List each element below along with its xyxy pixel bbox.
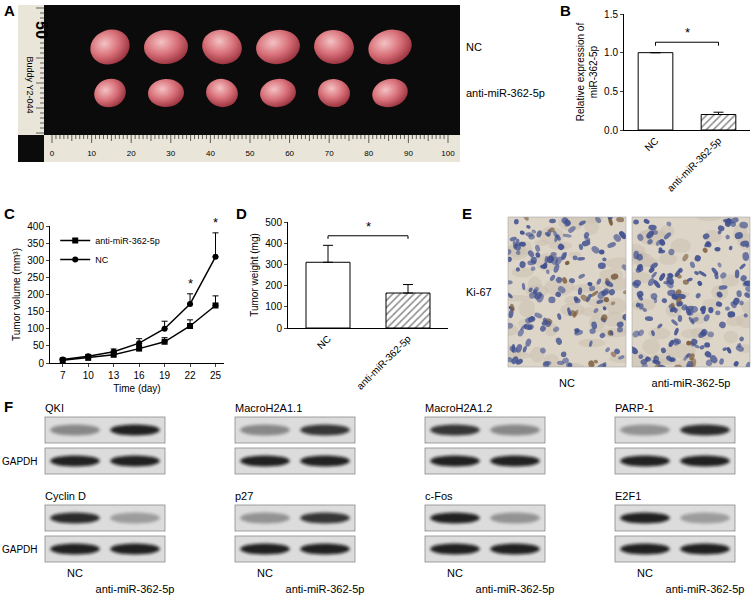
svg-text:anti-miR-362-5p: anti-miR-362-5p	[476, 583, 555, 595]
svg-text:c-Fos: c-Fos	[425, 490, 453, 502]
svg-text:0.5: 0.5	[604, 86, 618, 97]
html-text:A: A	[4, 2, 15, 19]
svg-text:100: 100	[441, 149, 455, 158]
svg-text:30: 30	[166, 149, 175, 158]
svg-text:7: 7	[60, 370, 66, 381]
svg-text:10: 10	[87, 149, 96, 158]
svg-text:40: 40	[206, 149, 215, 158]
svg-text:NC: NC	[95, 255, 108, 265]
svg-text:22: 22	[184, 370, 196, 381]
svg-text:PARP-1: PARP-1	[615, 402, 654, 414]
svg-text:*: *	[213, 215, 218, 230]
html-text:F: F	[4, 398, 14, 415]
svg-text:Time (day): Time (day)	[113, 383, 160, 394]
svg-text:0: 0	[50, 149, 55, 158]
svg-text:400: 400	[265, 238, 282, 249]
svg-text:150: 150	[27, 306, 44, 317]
svg-text:50: 50	[33, 340, 45, 351]
svg-text:0: 0	[276, 323, 282, 334]
svg-text:400: 400	[27, 221, 44, 232]
svg-text:19: 19	[159, 370, 171, 381]
html-text:E: E	[462, 205, 472, 222]
svg-text:Tumor volume (mm³): Tumor volume (mm³)	[11, 248, 22, 341]
svg-text:anti-miR-362-5p: anti-miR-362-5p	[466, 87, 545, 99]
svg-text:100: 100	[265, 301, 282, 312]
svg-text:300: 300	[265, 259, 282, 270]
svg-text:anti-miR-362-5p: anti-miR-362-5p	[354, 333, 413, 392]
svg-text:*: *	[685, 25, 690, 40]
svg-text:50: 50	[246, 149, 255, 158]
svg-text:0.0: 0.0	[604, 125, 618, 136]
svg-text:16: 16	[134, 370, 146, 381]
svg-text:NC: NC	[559, 377, 575, 389]
svg-text:anti-miR-362-5p: anti-miR-362-5p	[95, 236, 160, 246]
svg-text:70: 70	[325, 149, 334, 158]
svg-text:anti-miR-362-5p: anti-miR-362-5p	[286, 583, 365, 595]
svg-text:20: 20	[127, 149, 136, 158]
svg-text:NC: NC	[447, 567, 463, 579]
svg-text:Cyclin D: Cyclin D	[45, 490, 86, 502]
svg-text:350: 350	[27, 238, 44, 249]
svg-text:anti-miR-362-5p: anti-miR-362-5p	[652, 377, 731, 389]
html-text:B: B	[560, 2, 571, 19]
svg-text:500: 500	[265, 217, 282, 228]
svg-text:*: *	[188, 276, 193, 291]
svg-text:anti-miR-362-5p: anti-miR-362-5p	[665, 135, 724, 194]
html-text:D: D	[236, 205, 247, 222]
svg-text:300: 300	[27, 255, 44, 266]
svg-text:*: *	[366, 219, 371, 234]
svg-text:NC: NC	[642, 135, 660, 153]
svg-text:250: 250	[27, 272, 44, 283]
svg-text:100: 100	[27, 323, 44, 334]
svg-text:50: 50	[33, 21, 50, 39]
svg-text:anti-miR-362-5p: anti-miR-362-5p	[666, 583, 745, 595]
svg-text:25: 25	[210, 370, 222, 381]
svg-text:E2F1: E2F1	[615, 490, 641, 502]
svg-text:90: 90	[404, 149, 413, 158]
svg-text:0: 0	[38, 358, 44, 369]
svg-text:NC: NC	[315, 333, 333, 351]
svg-text:1.0: 1.0	[604, 47, 618, 58]
svg-text:Tumor weight (mg): Tumor weight (mg)	[249, 233, 260, 317]
svg-text:GAPDH: GAPDH	[2, 544, 38, 555]
svg-text:NC: NC	[67, 567, 83, 579]
svg-text:QKI: QKI	[45, 402, 64, 414]
svg-text:Buddy Y2-044: Buddy Y2-044	[25, 57, 35, 114]
svg-text:200: 200	[265, 280, 282, 291]
svg-text:GAPDH: GAPDH	[2, 456, 38, 467]
svg-text:Relative expression ofmiR-362-: Relative expression ofmiR-362-5p	[575, 23, 599, 122]
svg-text:13: 13	[108, 370, 120, 381]
svg-text:10: 10	[83, 370, 95, 381]
html-text:C: C	[4, 205, 15, 222]
svg-text:NC: NC	[637, 567, 653, 579]
svg-text:MacroH2A1.1: MacroH2A1.1	[235, 402, 302, 414]
svg-text:MacroH2A1.2: MacroH2A1.2	[425, 402, 492, 414]
svg-text:NC: NC	[257, 567, 273, 579]
svg-text:80: 80	[364, 149, 373, 158]
svg-text:200: 200	[27, 289, 44, 300]
svg-text:p27: p27	[235, 490, 253, 502]
svg-text:anti-miR-362-5p: anti-miR-362-5p	[96, 583, 175, 595]
svg-text:Ki-67: Ki-67	[466, 286, 492, 298]
svg-text:NC: NC	[466, 41, 482, 53]
svg-text:1.5: 1.5	[604, 9, 618, 20]
svg-text:60: 60	[285, 149, 294, 158]
